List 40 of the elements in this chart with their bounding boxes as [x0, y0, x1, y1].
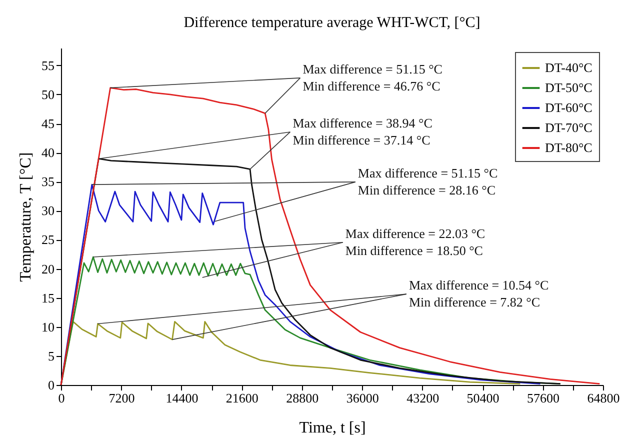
y-tick-label: 35 — [42, 174, 54, 190]
annotation: Max difference = 51.15 °C — [302, 62, 442, 76]
annotation: Min difference = 37.14 °C — [292, 132, 430, 148]
y-tick-label: 20 — [42, 261, 54, 276]
y-tick-label: 5 — [48, 348, 54, 364]
x-tick-label: 36000 — [346, 390, 379, 406]
annotation: Max difference = 22.03 °C — [345, 226, 486, 241]
chart-title: Difference temperature average WHT-WCT, [°C] — [184, 15, 480, 31]
x-tick-label: 64800 — [587, 390, 620, 406]
legend-label: DT-80°C — [545, 140, 592, 155]
x-tick-label: 43200 — [406, 390, 440, 406]
x-tick-label: 28800 — [286, 390, 319, 406]
annotation: Min difference = 28.16 °C — [358, 182, 496, 198]
annotation: Min difference = 18.50 °C — [345, 242, 483, 258]
y-tick-label: 25 — [42, 232, 54, 248]
y-tick-label: 55 — [42, 58, 54, 73]
legend-label: DT-50°C — [545, 80, 592, 95]
y-tick-label: 45 — [42, 116, 54, 132]
annotation: Max difference = 10.54 °C — [408, 278, 549, 293]
y-tick-label: 40 — [42, 145, 54, 160]
x-tick-label: 0 — [58, 390, 65, 406]
y-tick-label: 30 — [42, 203, 54, 218]
y-tick-label: 10 — [42, 319, 54, 334]
y-axis-title: Temperature, T [°C] — [18, 152, 34, 282]
annotation: Min difference = 7.82 °C — [408, 294, 540, 310]
x-tick-label: 57600 — [527, 390, 560, 406]
y-tick-label: 15 — [42, 290, 54, 306]
annotation: Max difference = 51.15 °C — [358, 166, 498, 181]
legend-label: DT-40°C — [545, 60, 592, 75]
x-tick-label: 14400 — [166, 390, 198, 406]
legend-label: DT-70°C — [545, 120, 592, 135]
x-tick-label: 21600 — [226, 390, 258, 406]
legend-label: DT-60°C — [545, 100, 592, 115]
y-tick-label: 0 — [48, 378, 54, 392]
x-axis-title: Time, t [s] — [299, 420, 366, 436]
x-tick-label: 50400 — [466, 390, 500, 406]
annotation: Min difference = 46.76 °C — [302, 78, 440, 94]
y-tick-label: 50 — [42, 86, 54, 102]
x-tick-label: 7200 — [108, 390, 135, 406]
annotation: Max difference = 38.94 °C — [292, 116, 432, 131]
